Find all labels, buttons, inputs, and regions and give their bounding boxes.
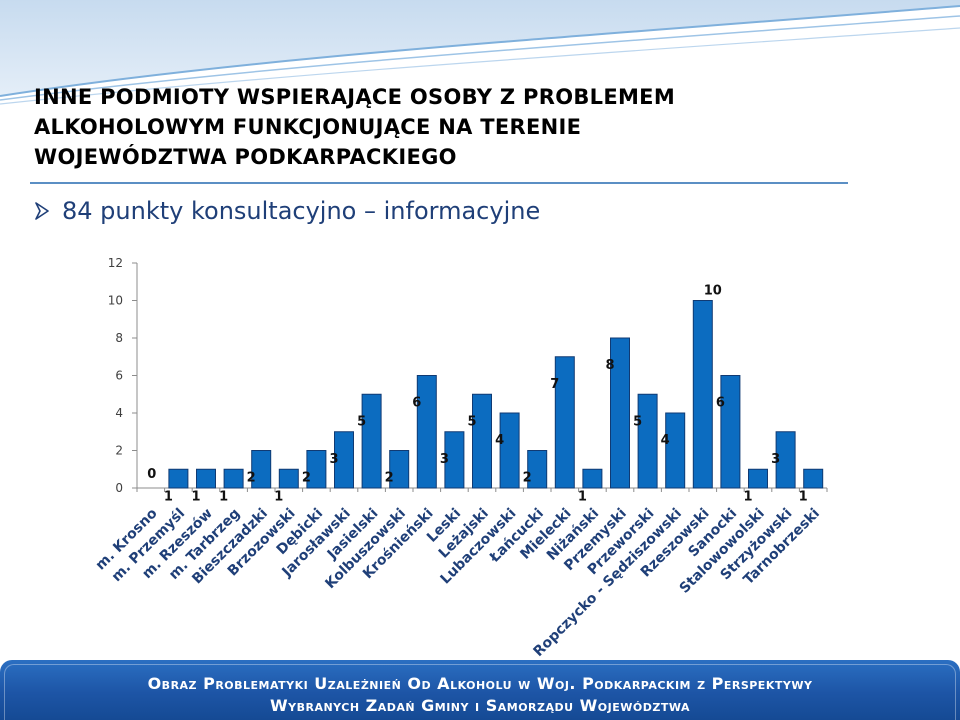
y-tick-label: 4 xyxy=(115,406,123,420)
bar-value-label: 10 xyxy=(704,284,722,299)
bar-value-label: 1 xyxy=(274,489,283,504)
bar xyxy=(472,393,492,489)
bar xyxy=(278,468,299,489)
bar xyxy=(692,300,713,489)
bar-value-label: 6 xyxy=(412,396,421,411)
bar-value-label: 2 xyxy=(523,471,532,486)
y-tick-label: 10 xyxy=(108,294,123,308)
bar xyxy=(665,412,686,489)
bar xyxy=(720,375,741,489)
title-line: INNE PODMIOTY WSPIERAJĄCE OSOBY Z PROBLE… xyxy=(34,85,676,109)
bar xyxy=(803,468,824,489)
footer-line: Obraz Problematyki Uzależnień Od Alkohol… xyxy=(147,674,813,693)
bar-value-label: 5 xyxy=(357,414,366,429)
arrow-bullet-icon xyxy=(35,202,49,220)
y-tick-label: 0 xyxy=(115,481,123,495)
bar xyxy=(334,431,354,489)
bar-value-label: 1 xyxy=(164,489,173,504)
bar-value-label: 5 xyxy=(467,414,476,429)
y-tick-label: 12 xyxy=(108,256,123,270)
bar-value-label: 1 xyxy=(578,489,587,504)
bullet-item: 84 punkty konsultacyjno – informacyjne xyxy=(34,193,540,229)
bar xyxy=(775,431,796,489)
bar xyxy=(196,468,216,489)
bar xyxy=(610,337,630,489)
bar xyxy=(251,450,272,489)
header-swoosh-decoration xyxy=(0,0,960,105)
bar-value-label: 2 xyxy=(247,471,256,486)
bar-value-label: 1 xyxy=(191,489,200,504)
bar xyxy=(306,450,327,489)
title-line: ALKOHOLOWYM FUNKCJONUJĄCE NA TERENIE xyxy=(34,115,582,139)
bar xyxy=(223,468,244,489)
bar-value-label: 5 xyxy=(633,414,642,429)
y-tick-label: 8 xyxy=(115,331,123,345)
bar-value-label: 1 xyxy=(219,489,228,504)
bar xyxy=(748,468,768,489)
footer-banner: Obraz Problematyki Uzależnień Od Alkohol… xyxy=(0,660,960,720)
bar-value-label: 1 xyxy=(743,489,752,504)
title-divider xyxy=(30,182,848,184)
footer-line: Wybranych Zadań Gminy i Samorządu Wojewó… xyxy=(269,696,690,715)
bar-value-label: 7 xyxy=(550,377,559,392)
bar xyxy=(444,431,465,489)
bar-value-label: 3 xyxy=(440,452,449,467)
title-line: WOJEWÓDZTWA PODKARPACKIEGO xyxy=(34,145,457,169)
bar xyxy=(582,468,603,489)
bar-value-label: 2 xyxy=(385,471,394,486)
bar xyxy=(361,393,382,489)
bar xyxy=(499,412,520,489)
slide-title: INNE PODMIOTY WSPIERAJĄCE OSOBY Z PROBLE… xyxy=(34,82,794,172)
bar-value-label: 1 xyxy=(799,489,808,504)
y-tick-label: 6 xyxy=(115,369,123,383)
bar-value-label: 0 xyxy=(147,467,156,482)
bar xyxy=(637,393,658,489)
y-tick-label: 2 xyxy=(115,444,123,458)
bar-value-label: 4 xyxy=(495,433,504,448)
bar-value-label: 3 xyxy=(771,452,780,467)
bar xyxy=(527,450,548,489)
bar-value-label: 4 xyxy=(661,433,670,448)
bar-value-label: 6 xyxy=(716,396,725,411)
bar-value-label: 8 xyxy=(605,358,614,373)
bar xyxy=(416,375,437,489)
bar-value-label: 3 xyxy=(329,452,338,467)
bar xyxy=(168,468,189,489)
bullet-text: 84 punkty konsultacyjno – informacyjne xyxy=(62,197,541,225)
bar xyxy=(389,450,410,489)
bar xyxy=(554,356,575,489)
bar-value-label: 2 xyxy=(302,471,311,486)
